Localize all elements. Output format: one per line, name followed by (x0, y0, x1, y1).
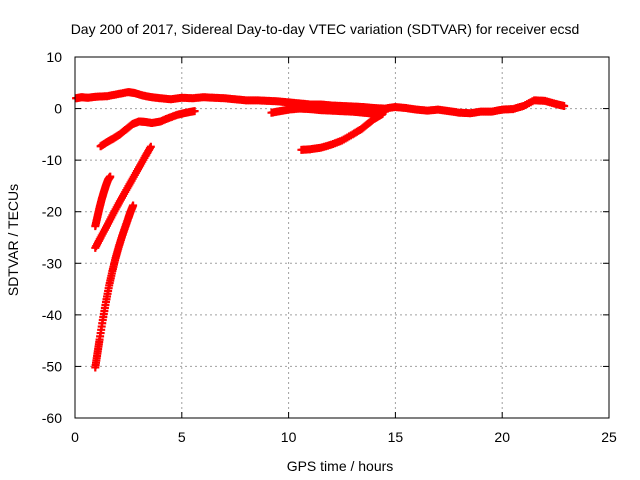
x-tick-label: 0 (71, 429, 79, 445)
y-tick-label: 10 (46, 49, 62, 65)
data-point (190, 107, 199, 116)
y-tick-label: -30 (42, 255, 62, 271)
y-tick-label: -50 (42, 358, 62, 374)
series-rising-arc-a (96, 107, 199, 151)
chart-title: Day 200 of 2017, Sidereal Day-to-day VTE… (71, 21, 580, 37)
data-points (72, 88, 569, 372)
x-tick-label: 5 (178, 429, 186, 445)
series-steep-b (91, 142, 155, 252)
y-tick-label: -20 (42, 204, 62, 220)
x-axis-title: GPS time / hours (287, 458, 394, 474)
series-steep-c (91, 201, 138, 372)
x-tick-label: 10 (281, 429, 297, 445)
axis-ticks: 0 5 10 15 20 25 -60 -50 -40 -30 -20 -10 0 10 (42, 49, 617, 445)
y-tick-label: -10 (42, 152, 62, 168)
series-dip-segment (267, 104, 389, 118)
series-late-arc (297, 109, 387, 154)
series-steep-a (91, 172, 115, 231)
data-point (106, 172, 115, 181)
x-tick-label: 20 (494, 429, 510, 445)
y-tick-label: -60 (42, 410, 62, 426)
data-point (378, 109, 387, 118)
y-tick-label: -40 (42, 307, 62, 323)
data-point (146, 142, 155, 151)
y-tick-label: 0 (54, 101, 62, 117)
data-point (560, 101, 569, 110)
x-tick-label: 15 (388, 429, 404, 445)
y-axis-title: SDTVAR / TECUs (5, 184, 21, 296)
grid-lines (75, 57, 609, 418)
data-point (129, 201, 138, 210)
x-tick-label: 25 (601, 429, 617, 445)
plot-frame (74, 56, 610, 419)
